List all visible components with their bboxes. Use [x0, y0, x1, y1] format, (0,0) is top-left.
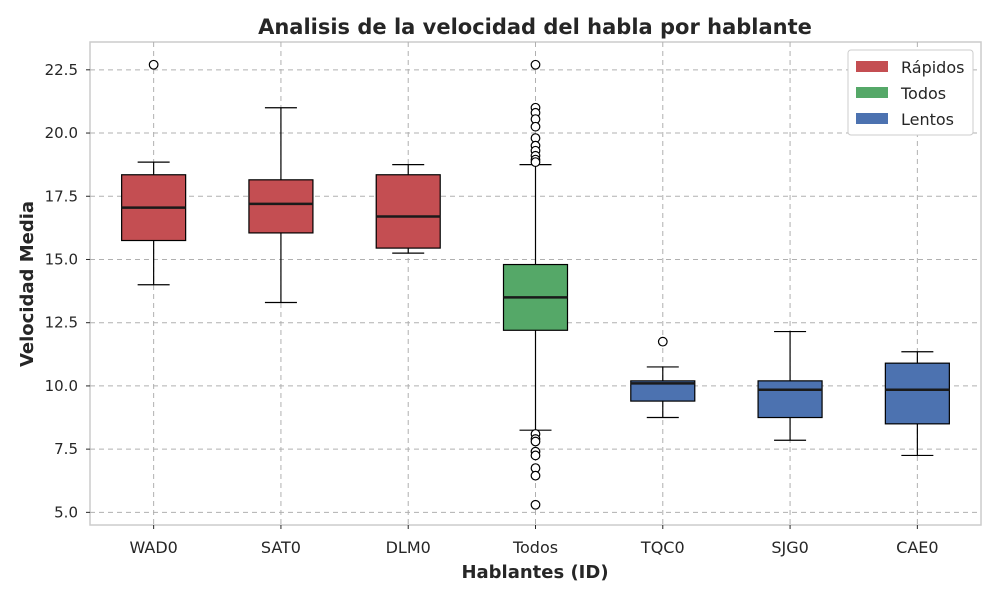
box-sjg0	[757, 330, 823, 441]
outlier-point	[148, 59, 159, 70]
outlier-point	[530, 450, 541, 461]
x-tick-label: SAT0	[261, 538, 301, 557]
outlier-point	[530, 157, 541, 168]
y-tick-label: 22.5	[45, 61, 78, 79]
legend-swatch	[856, 113, 888, 124]
x-tick-label: CAE0	[896, 538, 938, 557]
y-tick-label: 17.5	[45, 187, 78, 205]
y-tick-label: 10.0	[45, 377, 78, 395]
y-tick-label: 20.0	[45, 124, 78, 142]
iqr-box	[630, 380, 696, 402]
legend-item: Rápidos	[856, 58, 964, 77]
x-tick-label: Todos	[512, 538, 558, 557]
y-tick-label: 5.0	[54, 503, 78, 521]
x-tick-label: SJG0	[771, 538, 808, 557]
legend: Rápidos Todos Lentos	[847, 49, 974, 136]
iqr-box	[375, 174, 441, 249]
box-todos	[502, 59, 569, 510]
iqr-box	[884, 362, 950, 425]
legend-item: Todos	[856, 84, 946, 103]
y-axis-title: Velocidad Media	[17, 201, 38, 367]
y-tick-label: 12.5	[45, 314, 78, 332]
y-tick-label: 7.5	[54, 440, 78, 458]
x-tick-label: DLM0	[386, 538, 431, 557]
box-dlm0	[375, 164, 441, 254]
legend-label: Todos	[900, 84, 946, 103]
legend-label: Rápidos	[901, 58, 964, 77]
x-tick-label: WAD0	[129, 538, 177, 557]
outlier-point	[530, 59, 541, 70]
outlier-point	[530, 436, 541, 447]
legend-item: Lentos	[856, 110, 954, 129]
x-tick-label: TQC0	[640, 538, 685, 557]
iqr-box	[757, 380, 823, 419]
outlier-point	[530, 499, 541, 510]
x-axis-title: Hablantes (ID)	[461, 562, 608, 583]
iqr-box	[248, 179, 314, 234]
plot-area: 5.0 7.5 10.0 12.5 15.0 17.5 20.0 22.5 WAD0 SAT0 DL…	[45, 41, 982, 557]
outlier-point	[530, 470, 541, 481]
outlier-point	[657, 336, 668, 347]
chart-title: Analisis de la velocidad del habla por h…	[258, 15, 812, 39]
legend-swatch	[856, 61, 888, 72]
box-cae0	[884, 351, 950, 457]
legend-label: Lentos	[901, 110, 954, 129]
box-sat0	[248, 107, 314, 304]
box-wad0	[121, 59, 187, 286]
outlier-point	[530, 121, 541, 132]
y-tick-label: 15.0	[45, 250, 78, 268]
legend-swatch	[856, 87, 888, 98]
box-tqc0	[630, 336, 696, 419]
